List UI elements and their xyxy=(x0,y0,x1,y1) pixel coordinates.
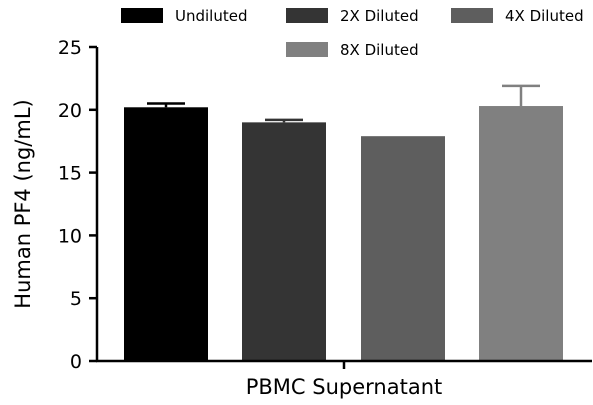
legend: Undiluted 2X Diluted 4X Diluted 8X Diluted xyxy=(121,7,584,59)
y-tick-label: 5 xyxy=(70,288,82,310)
x-axis-title: PBMC Supernatant xyxy=(246,375,443,399)
bars xyxy=(124,106,563,362)
legend-label: 4X Diluted xyxy=(505,7,584,25)
legend-swatch xyxy=(286,42,328,57)
y-tick-label: 25 xyxy=(58,37,82,59)
bar xyxy=(124,107,208,362)
bar xyxy=(361,136,445,361)
legend-label: Undiluted xyxy=(175,7,247,25)
bar xyxy=(242,122,326,361)
legend-label: 2X Diluted xyxy=(340,7,419,25)
legend-swatch xyxy=(286,8,328,23)
y-tick-label: 20 xyxy=(58,100,82,122)
y-tick-label: 0 xyxy=(70,351,82,373)
legend-label: 8X Diluted xyxy=(340,41,419,59)
legend-swatch xyxy=(121,8,163,23)
y-tick-label: 15 xyxy=(58,163,82,185)
y-tick-label: 10 xyxy=(58,225,82,247)
error-bars xyxy=(147,84,540,123)
y-axis-title: Human PF4 (ng/mL) xyxy=(11,99,35,308)
y-axis: 0 5 10 15 20 25 xyxy=(58,37,99,373)
x-axis xyxy=(96,359,592,369)
legend-swatch xyxy=(451,8,493,23)
bar xyxy=(479,106,563,361)
